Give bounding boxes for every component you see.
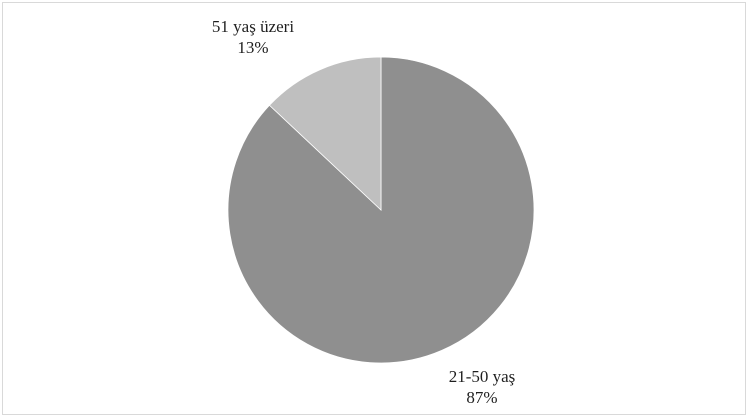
slice-percent-label: 87% (466, 388, 497, 407)
pie-labels: 21-50 yaş 87% 51 yaş üzeri 13% (212, 17, 515, 407)
slice-category-label: 51 yaş üzeri (212, 17, 294, 36)
pie-slice-2 (268, 56, 382, 211)
pie-slices (227, 56, 535, 364)
slice-category-label: 21-50 yaş (449, 367, 516, 386)
slice-percent-label: 13% (237, 38, 268, 57)
